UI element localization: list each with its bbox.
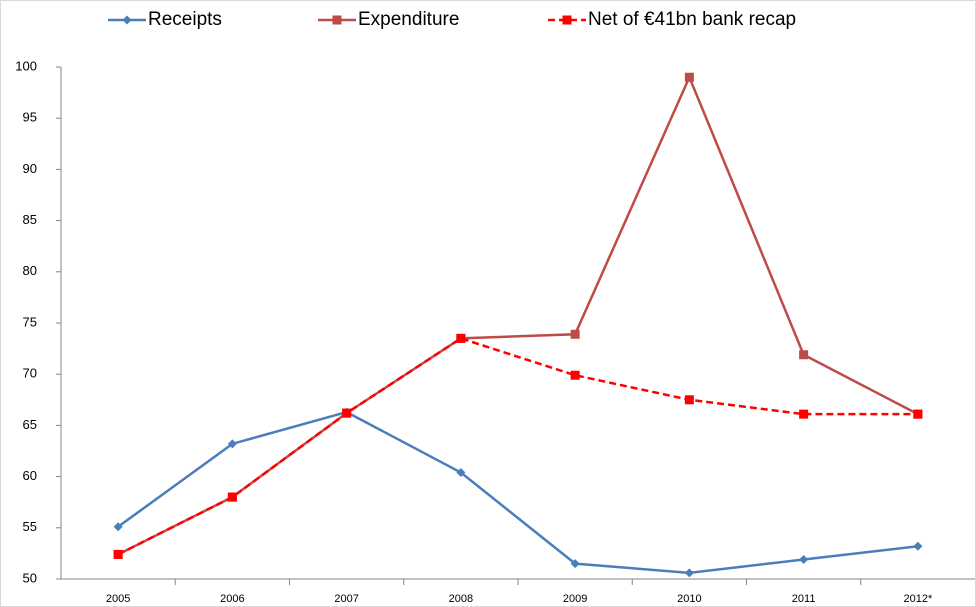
y-tick-label: 90 [23, 161, 37, 176]
data-point [570, 559, 580, 569]
data-point [684, 568, 694, 578]
legend-marker [562, 15, 572, 25]
data-point [684, 72, 694, 82]
data-point [456, 468, 466, 478]
data-point [113, 549, 123, 559]
x-tick-label: 2007 [334, 593, 358, 605]
data-point [799, 555, 809, 565]
y-tick-label: 65 [23, 417, 37, 432]
data-point [227, 492, 237, 502]
legend-marker [122, 15, 132, 25]
data-point [913, 541, 923, 551]
y-tick-label: 100 [15, 58, 37, 73]
series-line [117, 336, 918, 556]
y-tick-label: 70 [23, 366, 37, 381]
legend-label: Receipts [148, 9, 222, 30]
x-tick-label: 2009 [563, 593, 587, 605]
data-point [456, 333, 466, 343]
data-point [113, 522, 123, 532]
data-point [342, 408, 352, 418]
x-tick-label: 2005 [106, 593, 130, 605]
x-tick-label: 2010 [677, 593, 701, 605]
y-tick-label: 60 [23, 468, 37, 483]
y-tick-label: 55 [23, 519, 37, 534]
data-point [799, 350, 809, 360]
data-point [227, 439, 237, 449]
x-tick-label: 2008 [449, 593, 473, 605]
data-point [570, 370, 580, 380]
x-tick-label: 2012* [903, 593, 932, 605]
series-line [117, 74, 919, 556]
y-tick-label: 50 [23, 570, 37, 585]
x-tick-label: 2006 [220, 593, 244, 605]
y-tick-label: 75 [23, 314, 37, 329]
y-tick-label: 85 [23, 212, 37, 227]
legend-label: Expenditure [358, 9, 459, 30]
data-point [913, 409, 923, 419]
data-point [570, 329, 580, 339]
y-tick-label: 80 [23, 263, 37, 278]
legend-label: Net of €41bn bank recap [588, 9, 796, 30]
x-tick-label: 2011 [792, 593, 816, 605]
series-line [117, 410, 919, 575]
data-point [799, 409, 809, 419]
data-point [684, 395, 694, 405]
legend-marker [332, 15, 342, 25]
y-tick-label: 95 [23, 110, 37, 125]
